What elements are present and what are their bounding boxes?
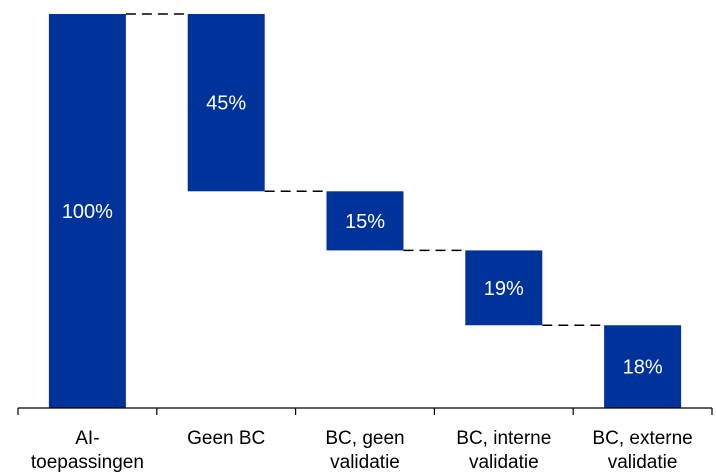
category-label: validatie	[330, 452, 400, 473]
category-label: validatie	[469, 452, 539, 473]
bar	[465, 250, 543, 326]
bar-value-label: 19%	[484, 278, 524, 300]
bar	[326, 191, 404, 251]
bars: 100% 45% 15% 19% 18%	[48, 14, 682, 408]
category-label: BC, geen	[325, 428, 404, 449]
category-labels: AI-toepassingen Geen BC BC, geen validatie B…	[31, 428, 693, 473]
bar-value-label: 15%	[345, 211, 385, 233]
category-label: BC, externe	[592, 428, 692, 449]
category-label: Geen BC	[187, 428, 265, 449]
bar	[48, 14, 126, 408]
category-label: BC, interne	[456, 428, 551, 449]
bar	[187, 14, 265, 192]
category-label: toepassingen	[31, 452, 144, 473]
bar-value-label: 18%	[623, 357, 663, 379]
category-label: AI-	[75, 428, 99, 449]
bar	[604, 325, 682, 408]
bar-value-label: 100%	[62, 201, 113, 223]
category-label: validatie	[608, 452, 678, 473]
bar-value-label: 45%	[206, 93, 246, 115]
connector-lines	[125, 13, 605, 327]
x-axis	[17, 407, 713, 415]
